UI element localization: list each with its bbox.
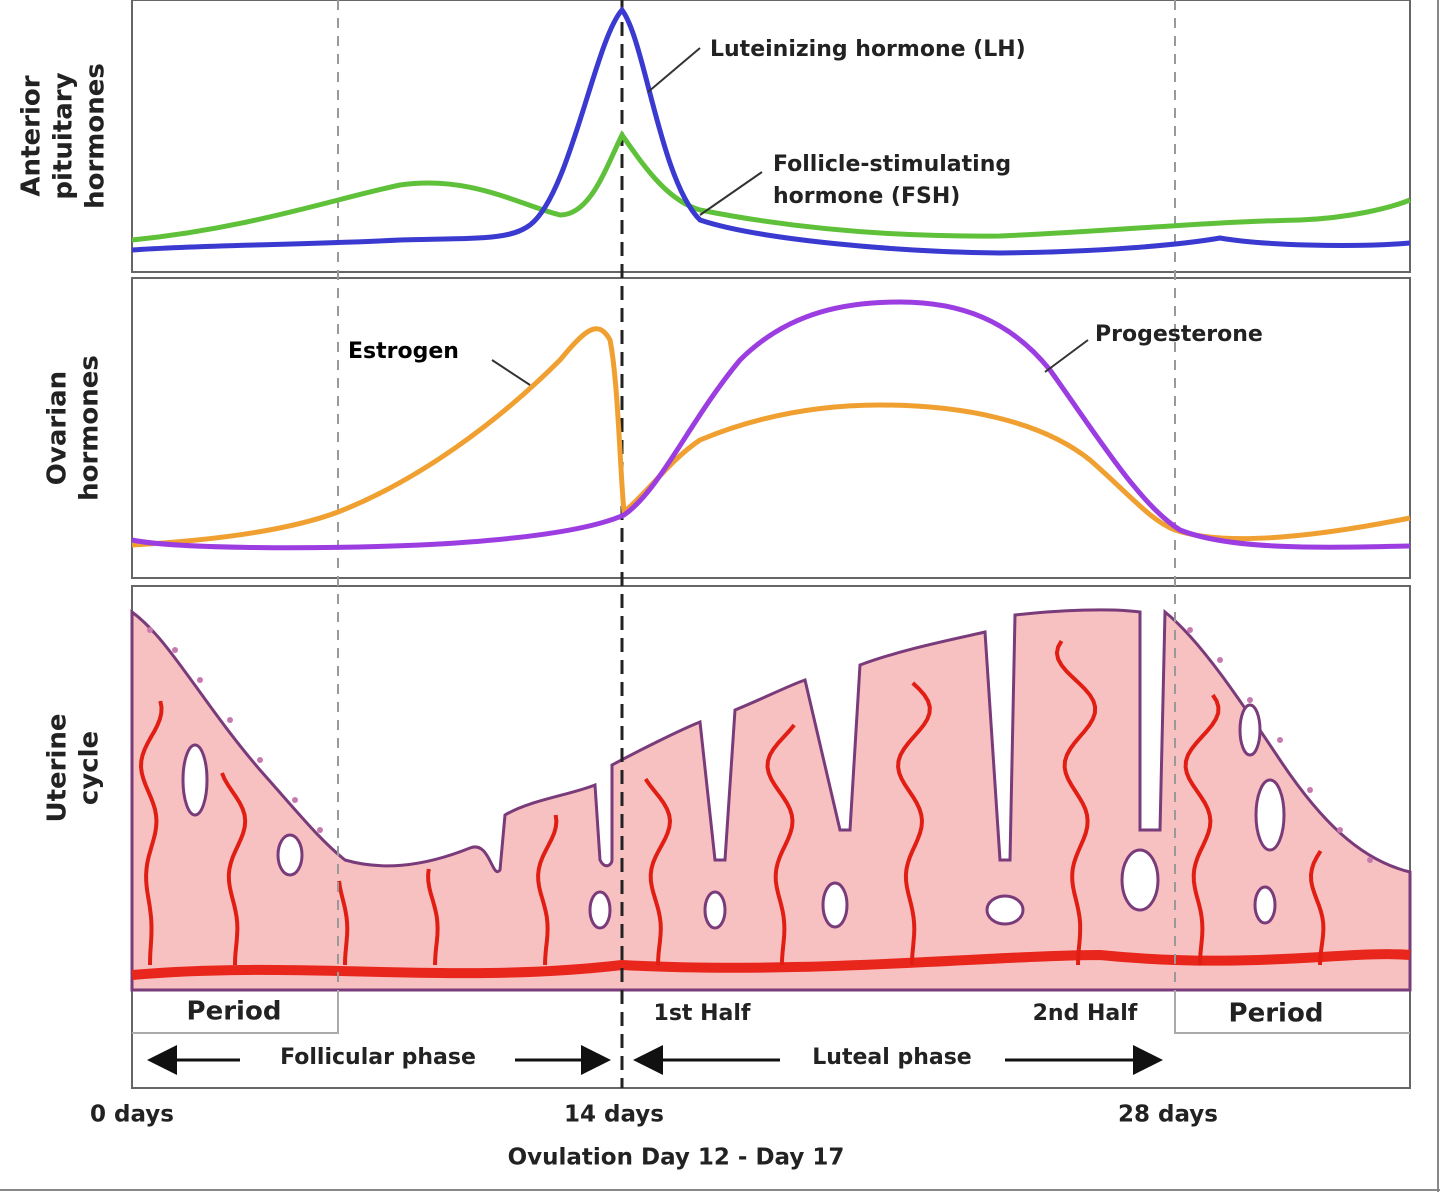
spiral-artery <box>896 681 932 966</box>
period-box <box>1174 990 1410 1034</box>
spiral-artery <box>220 772 248 966</box>
ovarian-panel <box>131 277 1411 579</box>
spiral-artery <box>765 723 796 966</box>
estrogen-label: Estrogen <box>348 339 459 364</box>
panel-label: hormones <box>75 355 105 501</box>
fsh-label: Follicle-stimulating <box>773 152 1011 177</box>
panel-label: Ovarian <box>43 371 73 485</box>
basal-layer <box>131 949 1411 980</box>
panel-label: Anterior <box>17 75 47 196</box>
gland <box>985 894 1025 926</box>
gland <box>703 890 727 930</box>
gland <box>1254 778 1286 852</box>
shedding-dots <box>147 627 1373 863</box>
spiral-artery <box>1308 849 1326 966</box>
phase-label: Follicular phase <box>280 1045 476 1070</box>
gland <box>1120 848 1160 912</box>
spiral-artery <box>1054 640 1098 966</box>
spiral-artery <box>426 868 440 966</box>
gland <box>588 890 612 930</box>
spiral-artery <box>536 814 559 966</box>
lh-curve <box>131 6 1411 256</box>
stage-label: Period <box>187 997 282 1027</box>
stage-label: Period <box>1229 999 1324 1029</box>
panel-label: pituitary <box>49 72 79 199</box>
fsh-curve <box>131 130 1411 243</box>
spiral-artery <box>643 777 673 966</box>
pointer <box>1044 339 1089 373</box>
estrogen-curve <box>131 326 1411 548</box>
pointer <box>647 47 701 93</box>
progesterone-curve <box>131 299 1411 551</box>
stage-label: 1st Half <box>654 1001 751 1026</box>
gland <box>276 833 304 877</box>
fsh-label: hormone (FSH) <box>773 184 960 209</box>
pituitary-panel <box>131 0 1411 273</box>
pointer <box>491 359 531 386</box>
footer-label: Ovulation Day 12 - Day 17 <box>508 1145 845 1171</box>
panel-label: hormones <box>81 63 111 209</box>
day-label: 28 days <box>1118 1102 1218 1128</box>
gland <box>821 881 849 929</box>
panel-label: Uterine <box>43 713 73 822</box>
pointer <box>699 171 763 216</box>
endometrium <box>130 608 1412 992</box>
period-box <box>132 990 339 1034</box>
day-label: 0 days <box>90 1102 174 1128</box>
gland <box>1253 885 1277 925</box>
spiral-artery <box>1183 693 1221 966</box>
panel-label: cycle <box>75 731 105 805</box>
gland <box>1238 703 1262 757</box>
gland <box>181 743 209 817</box>
day-label: 14 days <box>564 1102 664 1128</box>
stage-label: 2nd Half <box>1033 1001 1138 1026</box>
phase-label: Luteal phase <box>812 1045 971 1070</box>
spiral-artery <box>337 880 350 966</box>
spiral-artery <box>138 700 164 966</box>
lh-label: Luteinizing hormone (LH) <box>710 37 1026 62</box>
progesterone-label: Progesterone <box>1095 322 1263 347</box>
